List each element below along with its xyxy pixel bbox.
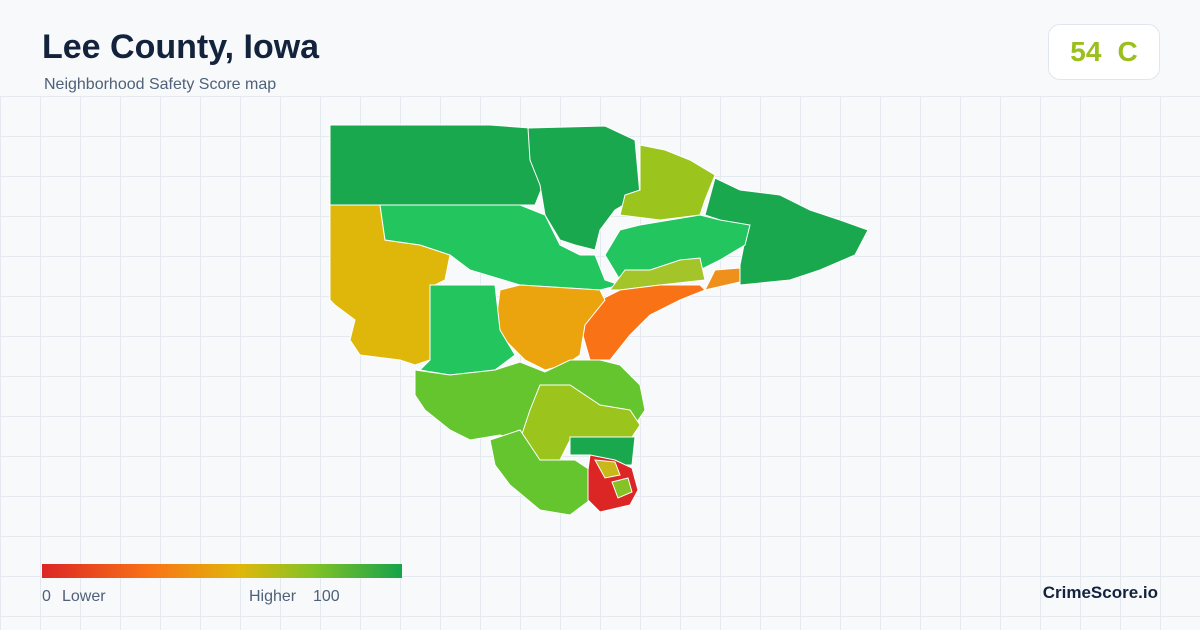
legend-max: 100 — [313, 588, 340, 605]
legend-min-label: Lower — [62, 588, 106, 605]
region — [611, 477, 633, 499]
legend-max-label: Higher — [249, 588, 297, 605]
grade: C — [1117, 36, 1138, 67]
score: 54 — [1070, 36, 1102, 67]
title: Lee County, Iowa — [42, 28, 320, 66]
region — [594, 459, 621, 479]
legend-min: 0 — [42, 588, 51, 605]
subtitle: Neighborhood Safety Score map — [44, 76, 277, 93]
score-badge: 54 C — [1048, 24, 1160, 80]
region — [579, 284, 706, 361]
region — [329, 124, 546, 206]
region — [704, 267, 741, 291]
region — [527, 125, 641, 251]
legend-gradient — [42, 564, 402, 578]
brand: CrimeScore.io — [1042, 583, 1158, 602]
